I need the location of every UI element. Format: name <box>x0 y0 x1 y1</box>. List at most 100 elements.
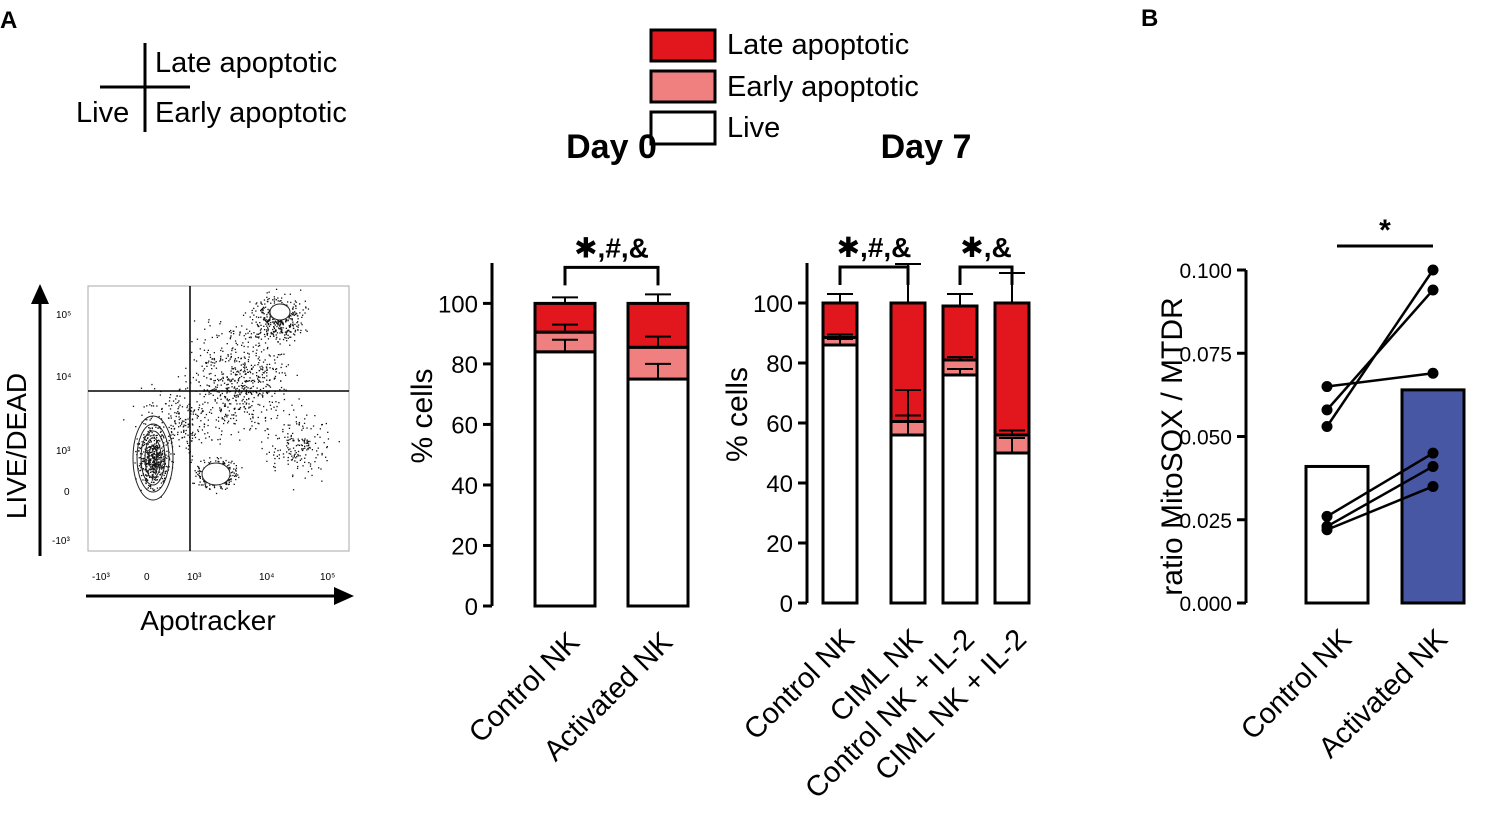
flow-dot <box>300 458 303 460</box>
flow-dot <box>302 314 304 316</box>
flow-dot <box>155 448 158 450</box>
flow-dot <box>203 396 205 398</box>
flow-dot <box>216 336 218 338</box>
flow-dot <box>236 374 238 376</box>
flow-dot <box>287 319 289 321</box>
flow-dot <box>281 330 283 332</box>
flow-dot <box>152 457 154 459</box>
flow-dot <box>158 471 161 473</box>
flow-dot <box>161 464 163 467</box>
flow-dot <box>177 401 179 404</box>
flow-dot <box>307 448 310 450</box>
flow-dot <box>258 362 260 364</box>
flow-dot <box>215 419 217 421</box>
flow-dot <box>270 323 272 326</box>
flow-dot <box>275 434 277 437</box>
flow-dot <box>153 439 155 442</box>
flow-dot <box>265 385 267 388</box>
flow-dot <box>246 393 248 395</box>
flow-dot <box>297 329 299 331</box>
flow-dot <box>178 439 180 441</box>
flow-dot <box>145 458 147 461</box>
flow-dot <box>274 392 276 395</box>
flow-dot <box>245 389 248 391</box>
flow-dot <box>160 435 162 438</box>
flow-dot <box>145 464 148 466</box>
flow-dot <box>231 414 233 416</box>
flow-dot <box>151 412 153 414</box>
flow-dot <box>238 385 240 387</box>
flow-dot <box>276 332 279 334</box>
flow-dot <box>252 350 254 353</box>
flow-dot <box>182 426 184 428</box>
flow-dot <box>203 349 206 351</box>
flow-dot <box>244 338 247 340</box>
flow-dot <box>327 438 330 440</box>
flow-dot <box>170 428 173 430</box>
flow-dot <box>206 377 208 379</box>
flow-dot <box>294 450 296 452</box>
flow-dot <box>202 410 204 412</box>
flow-dot <box>147 449 149 452</box>
flow-dot <box>163 474 165 477</box>
flow-dot <box>220 321 222 323</box>
flow-dot <box>222 377 224 379</box>
flow-dot <box>321 480 323 482</box>
flow-dot <box>267 322 270 324</box>
flow-dot <box>196 338 199 340</box>
flow-dot <box>282 338 285 341</box>
flow-dot <box>168 439 170 442</box>
flow-dot <box>156 467 158 469</box>
flow-dot <box>152 402 154 404</box>
flow-dot <box>280 386 283 389</box>
flow-dot <box>223 463 225 465</box>
flow-dot <box>156 437 158 439</box>
flow-dot <box>291 455 293 457</box>
flow-dot <box>278 372 280 374</box>
flow-dot <box>245 366 247 368</box>
flow-dot <box>267 384 269 386</box>
flow-dot <box>163 437 165 439</box>
flow-dot <box>271 401 273 403</box>
chart-title: Day 0 <box>566 128 657 166</box>
flow-dot <box>241 467 243 469</box>
flow-dot <box>220 457 222 459</box>
flow-dot <box>288 317 290 319</box>
flow-dot <box>219 360 221 362</box>
flow-dot <box>221 371 223 373</box>
flow-dot <box>187 423 190 425</box>
flow-dot <box>293 303 295 305</box>
flow-dot <box>195 360 198 362</box>
flow-dot <box>235 473 237 475</box>
flow-dot <box>146 447 148 449</box>
flow-dot <box>252 409 255 412</box>
flow-dot <box>155 454 157 456</box>
legend: Late apoptotic Early apoptotic Live <box>649 28 919 146</box>
flow-dot <box>299 312 301 314</box>
flow-dot <box>241 325 243 327</box>
flow-dot <box>257 376 259 378</box>
flow-dot <box>168 458 171 460</box>
flow-dot <box>209 356 212 358</box>
flow-dot <box>213 388 215 390</box>
flow-dot <box>156 466 158 468</box>
flow-dot <box>236 371 238 373</box>
flow-dot <box>151 444 153 447</box>
flow-dot <box>279 321 281 323</box>
flow-dot <box>221 417 223 419</box>
flow-dot <box>266 392 268 395</box>
flow-dot <box>233 468 235 470</box>
flow-dot <box>259 329 262 331</box>
x-tick-label: Control NK <box>738 623 861 746</box>
flow-dot <box>140 474 143 477</box>
flow-dot <box>274 457 276 460</box>
flow-dot <box>151 405 153 407</box>
flow-dot <box>244 380 246 382</box>
flow-dot <box>232 347 234 349</box>
flow-dot <box>318 467 320 469</box>
flow-dot <box>239 331 241 333</box>
flow-dot <box>195 475 197 477</box>
flow-dot <box>233 462 235 465</box>
flow-dot <box>183 430 185 432</box>
flow-dot <box>252 319 254 321</box>
